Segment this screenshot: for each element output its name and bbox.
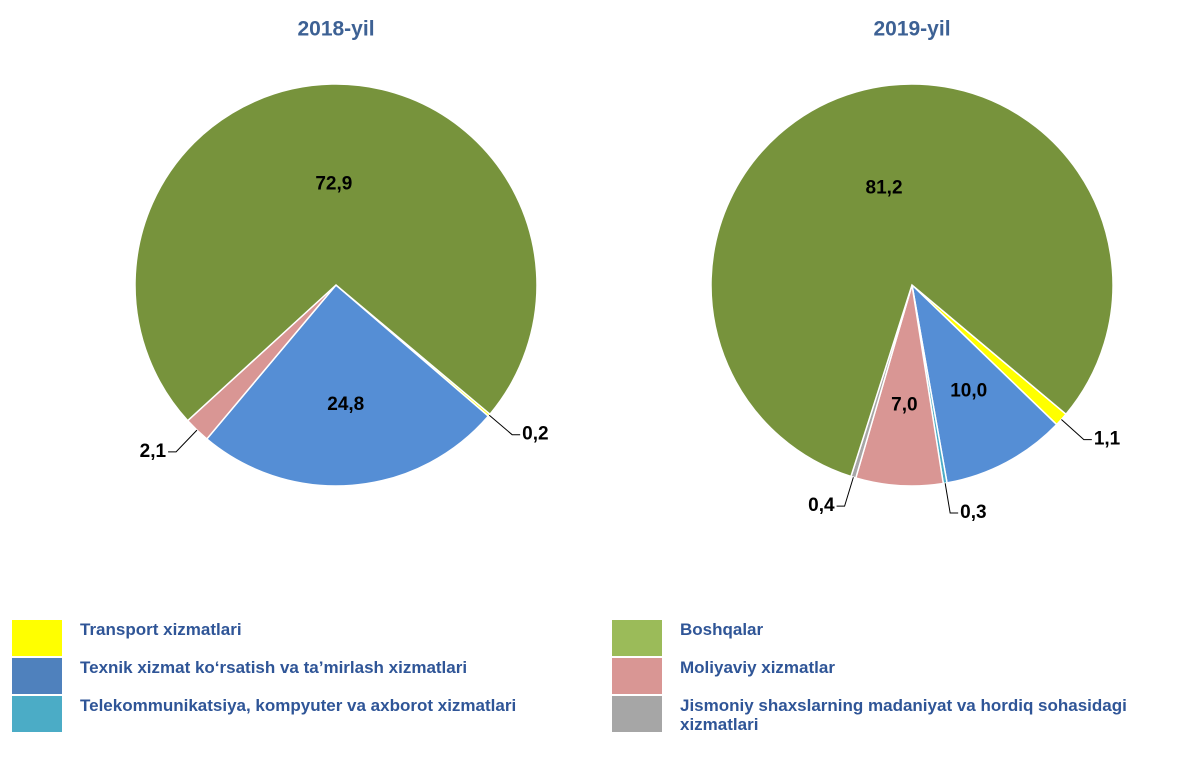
leader-line (944, 483, 959, 514)
data-label: 10,0 (950, 380, 987, 401)
legend-label: Telekommunikatsiya, kompyuter va axborot… (80, 696, 517, 715)
legend-item: Telekommunikatsiya, kompyuter va axborot… (12, 696, 590, 732)
data-label: 0,2 (522, 424, 548, 445)
data-label: 24,8 (327, 394, 364, 415)
legend-swatch (12, 658, 62, 694)
legend-swatch (612, 620, 662, 656)
pie-slice (710, 83, 1114, 478)
data-label: 81,2 (866, 177, 903, 198)
charts: 2018-yil 0,2 24,8 2,1 72,9 2019-yil 1,1 10,0 0,3… (134, 18, 1121, 523)
legend-swatch (12, 620, 62, 656)
data-label: 72,9 (315, 174, 352, 195)
leader-line (1061, 419, 1092, 441)
chart-title: 2018-yil (297, 18, 374, 41)
pie-slice (134, 83, 538, 422)
data-label: 0,3 (960, 502, 986, 523)
legend-label: Jismoniy shaxslarning madaniyat va hordi… (680, 696, 1127, 734)
legend-swatch (612, 658, 662, 694)
legend-item: Transport xizmatlari (12, 620, 590, 656)
data-label: 7,0 (891, 394, 917, 415)
legend-item: Jismoniy shaxslarning madaniyat va hordi… (612, 696, 1187, 734)
legend-label: Transport xizmatlari (80, 620, 242, 639)
leader-line (168, 429, 198, 453)
legend-item: Moliyaviy xizmatlar (612, 658, 1187, 694)
leader-line (488, 414, 521, 436)
data-label: 1,1 (1094, 429, 1121, 450)
chart-title: 2019-yil (873, 18, 950, 41)
pie-slice (205, 283, 490, 487)
legend-swatch (612, 696, 662, 732)
pie-slice (910, 282, 1058, 484)
legend-item: Boshqalar (612, 620, 1187, 656)
legend-label: Boshqalar (680, 620, 764, 639)
legend-swatch (12, 696, 62, 732)
legend-label: Texnik xizmat ko‘rsatish va ta’mirlash x… (80, 658, 468, 677)
data-label: 0,4 (808, 495, 835, 516)
data-label: 2,1 (140, 441, 167, 462)
legend-item: Texnik xizmat ko‘rsatish va ta’mirlash x… (12, 658, 590, 694)
leader-line (836, 477, 854, 507)
legend-label: Moliyaviy xizmatlar (680, 658, 835, 677)
